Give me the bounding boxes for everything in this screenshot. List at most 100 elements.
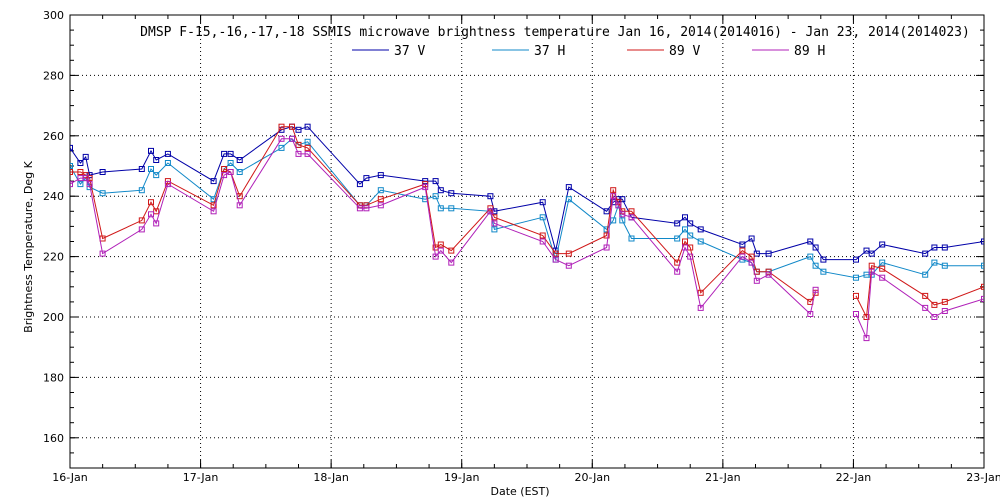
point-89-h (674, 268, 681, 275)
point-89-v (437, 241, 444, 248)
x-tick-label: 21-Jan (705, 471, 741, 484)
series-group (70, 123, 984, 342)
point-37-v (432, 178, 439, 185)
point-89-h (863, 335, 870, 342)
point-89-v (278, 123, 285, 130)
point-89-v (603, 232, 610, 239)
point-37-h (628, 235, 635, 242)
point-89-v (295, 141, 302, 148)
point-37-v (148, 147, 154, 154)
y-tick-label: 260 (43, 130, 64, 143)
point-89-h (236, 202, 243, 209)
point-89-v (221, 166, 228, 172)
legend-label-37-h: 37 H (534, 44, 565, 59)
point-89-h (682, 244, 688, 251)
point-37-v (807, 238, 814, 245)
point-37-v (931, 244, 938, 251)
point-37-h (687, 232, 694, 239)
point-37-h (432, 193, 439, 200)
series-line-89-v (855, 265, 984, 319)
point-37-v (687, 220, 694, 227)
point-37-v (739, 241, 746, 248)
point-37-h (674, 235, 681, 242)
point-89-v (981, 283, 984, 290)
point-89-v (70, 169, 73, 175)
point-37-v (138, 166, 145, 172)
point-89-h (931, 314, 938, 320)
point-89-v (697, 289, 704, 296)
point-89-h (753, 277, 760, 284)
point-89-h (619, 211, 626, 218)
point-37-v (153, 157, 160, 163)
point-37-v (227, 150, 234, 157)
point-89-h (138, 226, 145, 233)
point-37-h (278, 144, 285, 151)
point-89-v (210, 202, 217, 209)
axis-ticks: 160 180 200 220 240 260 280 300 16-Jan 17-Jan 18-J… (43, 9, 1000, 484)
x-tick-label: 18-Jan (313, 471, 349, 484)
point-37-v (164, 150, 171, 157)
point-37-h (879, 259, 886, 266)
point-89-v (739, 247, 746, 254)
point-89-h (437, 247, 444, 254)
point-89-h (739, 253, 746, 260)
point-89-h (552, 256, 559, 263)
point-89-v (922, 292, 929, 299)
point-89-h (422, 184, 429, 191)
y-tick-label: 280 (43, 69, 64, 82)
point-89-h (539, 238, 546, 245)
grid (70, 15, 984, 468)
point-37-h (931, 259, 938, 266)
point-37-v (236, 157, 243, 163)
point-37-v (765, 250, 772, 257)
point-37-v (437, 187, 444, 194)
point-37-v (77, 160, 84, 166)
point-37-v (820, 256, 827, 263)
point-37-v (868, 250, 875, 257)
point-37-h (820, 268, 827, 275)
point-89-h (807, 311, 814, 317)
point-37-h (236, 169, 243, 175)
point-37-v (356, 181, 363, 188)
point-89-v (931, 301, 938, 308)
point-89-h (164, 181, 171, 188)
point-89-h (603, 244, 610, 251)
point-37-v (812, 244, 819, 251)
point-89-h (227, 169, 234, 175)
point-89-h (941, 308, 948, 314)
point-89-h (487, 208, 494, 215)
point-37-v (304, 123, 311, 130)
point-37-v (981, 238, 984, 245)
point-37-v (82, 153, 89, 160)
point-89-v (863, 314, 870, 320)
point-37-v (448, 190, 455, 197)
point-89-h (697, 304, 704, 311)
y-tick-label: 220 (43, 251, 64, 264)
point-37-h (148, 166, 154, 172)
point-37-h (304, 138, 311, 145)
point-89-v (304, 144, 311, 151)
point-89-h (748, 259, 755, 266)
point-37-h (377, 187, 384, 194)
point-37-h (922, 271, 929, 278)
legend: 37 V 37 H 89 V 89 H (352, 44, 825, 59)
point-89-v (853, 292, 859, 299)
point-37-v (99, 169, 106, 175)
point-89-h (304, 150, 311, 157)
point-37-v (210, 178, 217, 185)
point-37-v (697, 226, 704, 233)
point-37-v (70, 144, 73, 151)
point-37-h (448, 205, 455, 212)
point-37-h (77, 181, 84, 188)
x-tick-label: 19-Jan (444, 471, 480, 484)
point-89-h (610, 193, 617, 200)
point-37-v (853, 256, 859, 263)
point-89-v (77, 169, 84, 175)
point-37-h (164, 160, 171, 166)
point-89-h (687, 253, 694, 260)
point-89-h (448, 259, 455, 266)
point-89-v (86, 175, 93, 182)
point-89-h (565, 262, 572, 269)
point-89-h (148, 211, 154, 218)
point-89-v (448, 247, 455, 254)
